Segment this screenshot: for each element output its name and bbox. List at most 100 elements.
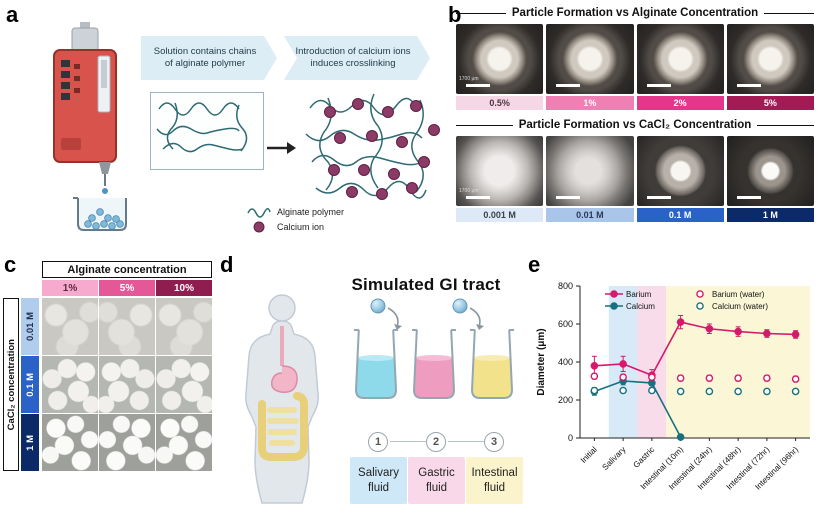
fluid-label-3: Intestinal fluid: [466, 457, 523, 504]
cacl2-micrograph-row: 1700 μm: [456, 136, 814, 206]
cacl2-concentration-label: 0.1 M: [636, 208, 724, 222]
particle-image-r2c1: [99, 414, 155, 471]
process-step-2: Introduction of calcium ions induces cro…: [284, 36, 430, 80]
particle-image-r0c2: [156, 298, 212, 355]
cacl2-row-label: 1 M: [21, 414, 39, 471]
alginate-squiggles-icon: [156, 102, 248, 153]
alginate-label-row: 0.5% 1% 2% 5%: [456, 96, 814, 110]
particle-image-r0c0: [42, 298, 98, 355]
cacl2-header-text: CaCl₂ concentration: [5, 338, 17, 431]
step-connector: [448, 441, 484, 442]
bioprinter-illustration: [53, 22, 127, 231]
particle-image-grid: [42, 298, 212, 471]
transfer-arrow-icon: [387, 307, 399, 328]
svg-text:400: 400: [558, 357, 573, 367]
alginate-column-labels: 1% 5% 10%: [42, 280, 212, 296]
particle-image-r0c1: [99, 298, 155, 355]
micrograph-alginate-0.5pct: 1700 μm: [456, 24, 544, 94]
alginate-squiggle-icon: [247, 207, 271, 218]
legend-label-calcium: Calcium ion: [277, 221, 325, 232]
droplet-icon: [102, 188, 108, 194]
title-rule-right: [764, 12, 815, 14]
panel-d-letter: d: [220, 252, 234, 277]
cacl2-title-text: Particle Formation vs CaCl₂ Concentratio…: [518, 119, 752, 131]
alginate-column-label: 10%: [156, 280, 212, 296]
step-number-2: 2: [426, 432, 446, 452]
legend-label-alginate: Alginate polymer: [277, 206, 345, 217]
scale-text: 1700 μm: [459, 76, 479, 82]
stomach-icon: [270, 365, 298, 393]
alginate-concentration-label: 1%: [546, 96, 634, 110]
scale-bar: [556, 84, 581, 87]
alginate-concentration-label: 5%: [726, 96, 814, 110]
alginate-column-label: 1%: [42, 280, 98, 296]
micrograph-alginate-2pct: [636, 24, 724, 94]
svg-text:Initial: Initial: [579, 445, 599, 465]
crosslinked-network-illustration: [305, 93, 440, 200]
svg-text:200: 200: [558, 395, 573, 405]
calcium-ion-icon: [253, 221, 265, 232]
step-number-1: 1: [368, 432, 388, 452]
cacl2-concentration-label: 1 M: [726, 208, 814, 222]
legend-item-alginate: Alginate polymer: [246, 204, 344, 219]
gi-tract-title: Simulated GI tract: [351, 275, 501, 294]
cacl2-row-label-text: 0.1 M: [24, 372, 36, 397]
micrograph-cacl2-0.01M: [546, 136, 634, 206]
intestinal-beaker-icon: [470, 329, 514, 399]
transfer-arrow-icon: [469, 307, 481, 328]
particle-image-r1c2: [156, 356, 212, 413]
panel-b-letter: b: [448, 2, 462, 27]
cacl2-row-label: 0.1 M: [21, 356, 39, 413]
micrograph-cacl2-0.1M: [636, 136, 724, 206]
particle-image-r1c1: [99, 356, 155, 413]
right-arrow-icon: [267, 142, 296, 154]
svg-text:Calcium (water): Calcium (water): [712, 302, 768, 311]
alginate-concentration-label: 0.5%: [456, 96, 544, 110]
step-number-3: 3: [484, 432, 504, 452]
micrograph-alginate-5pct: [726, 24, 814, 94]
scale-bar: [466, 84, 490, 87]
title-rule-right: [757, 124, 815, 126]
micrograph-alginate-1pct: [546, 24, 634, 94]
svg-text:Diameter (μm): Diameter (μm): [536, 328, 547, 395]
cacl2-row-label-text: 0.01 M: [24, 311, 36, 342]
panel-b: Particle Formation vs Alginate Concentra…: [456, 5, 815, 222]
step-connector: [390, 441, 426, 442]
scale-bar: [466, 196, 490, 199]
cacl2-concentration-label: 0.01 M: [546, 208, 634, 222]
cacl2-row-label: 0.01 M: [21, 298, 39, 355]
legend-item-calcium: Calcium ion: [246, 219, 344, 234]
alginate-micrograph-row: 1700 μm: [456, 24, 814, 94]
alginate-column-label: 5%: [99, 280, 155, 296]
alginate-beads-icon: [84, 208, 124, 230]
beaker-sequence-illustration: [354, 298, 514, 399]
alginate-series-title: Particle Formation vs Alginate Concentra…: [456, 7, 815, 19]
svg-text:800: 800: [558, 281, 573, 291]
particle-image-r1c0: [42, 356, 98, 413]
gastric-beaker-icon: [412, 329, 456, 399]
particle-icon: [370, 298, 386, 314]
salivary-beaker-icon: [354, 329, 398, 399]
large-intestine-icon: [258, 392, 308, 461]
scale-text: 1700 μm: [459, 188, 479, 194]
scale-bar: [646, 84, 671, 87]
svg-text:0: 0: [568, 433, 573, 443]
alginate-concentration-header: Alginate concentration: [42, 261, 212, 278]
panel-a-letter: a: [6, 2, 19, 27]
calcium-ions-icon: [324, 98, 440, 200]
particle-image-r2c2: [156, 414, 212, 471]
particle-icon: [452, 298, 468, 314]
scale-bar: [736, 196, 761, 199]
scale-bar: [736, 84, 761, 87]
human-silhouette-illustration: [245, 294, 319, 504]
cacl2-concentration-label: 0.001 M: [456, 208, 544, 222]
particle-image-r2c0: [42, 414, 98, 471]
small-intestine-icon: [267, 407, 299, 446]
process-step-1: Solution contains chains of alginate pol…: [141, 36, 277, 80]
micrograph-cacl2-0.001M: 1700 μm: [456, 136, 544, 206]
cacl2-row-label-text: 1 M: [24, 434, 36, 451]
cacl2-concentration-header: CaCl₂ concentration: [3, 298, 19, 471]
title-rule-left: [456, 124, 513, 126]
